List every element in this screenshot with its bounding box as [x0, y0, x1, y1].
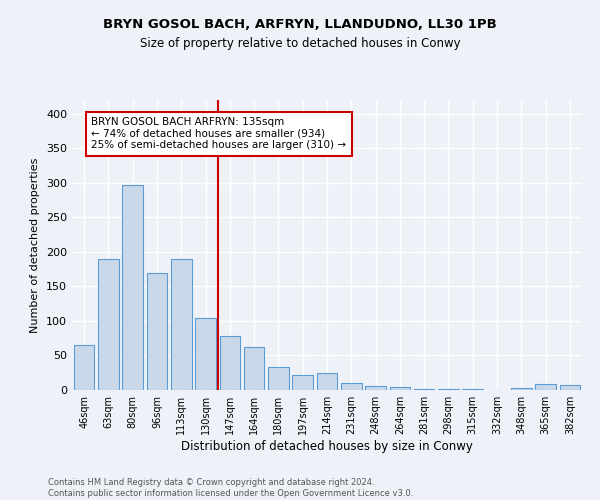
Bar — [220, 336, 240, 390]
Bar — [268, 367, 289, 390]
Text: BRYN GOSOL BACH ARFRYN: 135sqm
← 74% of detached houses are smaller (934)
25% of: BRYN GOSOL BACH ARFRYN: 135sqm ← 74% of … — [91, 118, 346, 150]
Bar — [195, 318, 216, 390]
Bar — [317, 372, 337, 390]
Bar — [98, 259, 119, 390]
Bar — [389, 386, 410, 390]
Bar — [438, 388, 459, 390]
Bar — [171, 259, 191, 390]
Bar — [244, 347, 265, 390]
Bar — [122, 185, 143, 390]
Bar — [74, 345, 94, 390]
Bar — [365, 386, 386, 390]
Bar — [511, 388, 532, 390]
Bar — [414, 388, 434, 390]
Bar — [535, 384, 556, 390]
Bar — [146, 272, 167, 390]
Text: BRYN GOSOL BACH, ARFRYN, LLANDUDNO, LL30 1PB: BRYN GOSOL BACH, ARFRYN, LLANDUDNO, LL30… — [103, 18, 497, 30]
Bar — [292, 375, 313, 390]
Y-axis label: Number of detached properties: Number of detached properties — [31, 158, 40, 332]
Text: Contains HM Land Registry data © Crown copyright and database right 2024.
Contai: Contains HM Land Registry data © Crown c… — [48, 478, 413, 498]
X-axis label: Distribution of detached houses by size in Conwy: Distribution of detached houses by size … — [181, 440, 473, 452]
Bar — [341, 383, 362, 390]
Text: Size of property relative to detached houses in Conwy: Size of property relative to detached ho… — [140, 38, 460, 51]
Bar — [560, 385, 580, 390]
